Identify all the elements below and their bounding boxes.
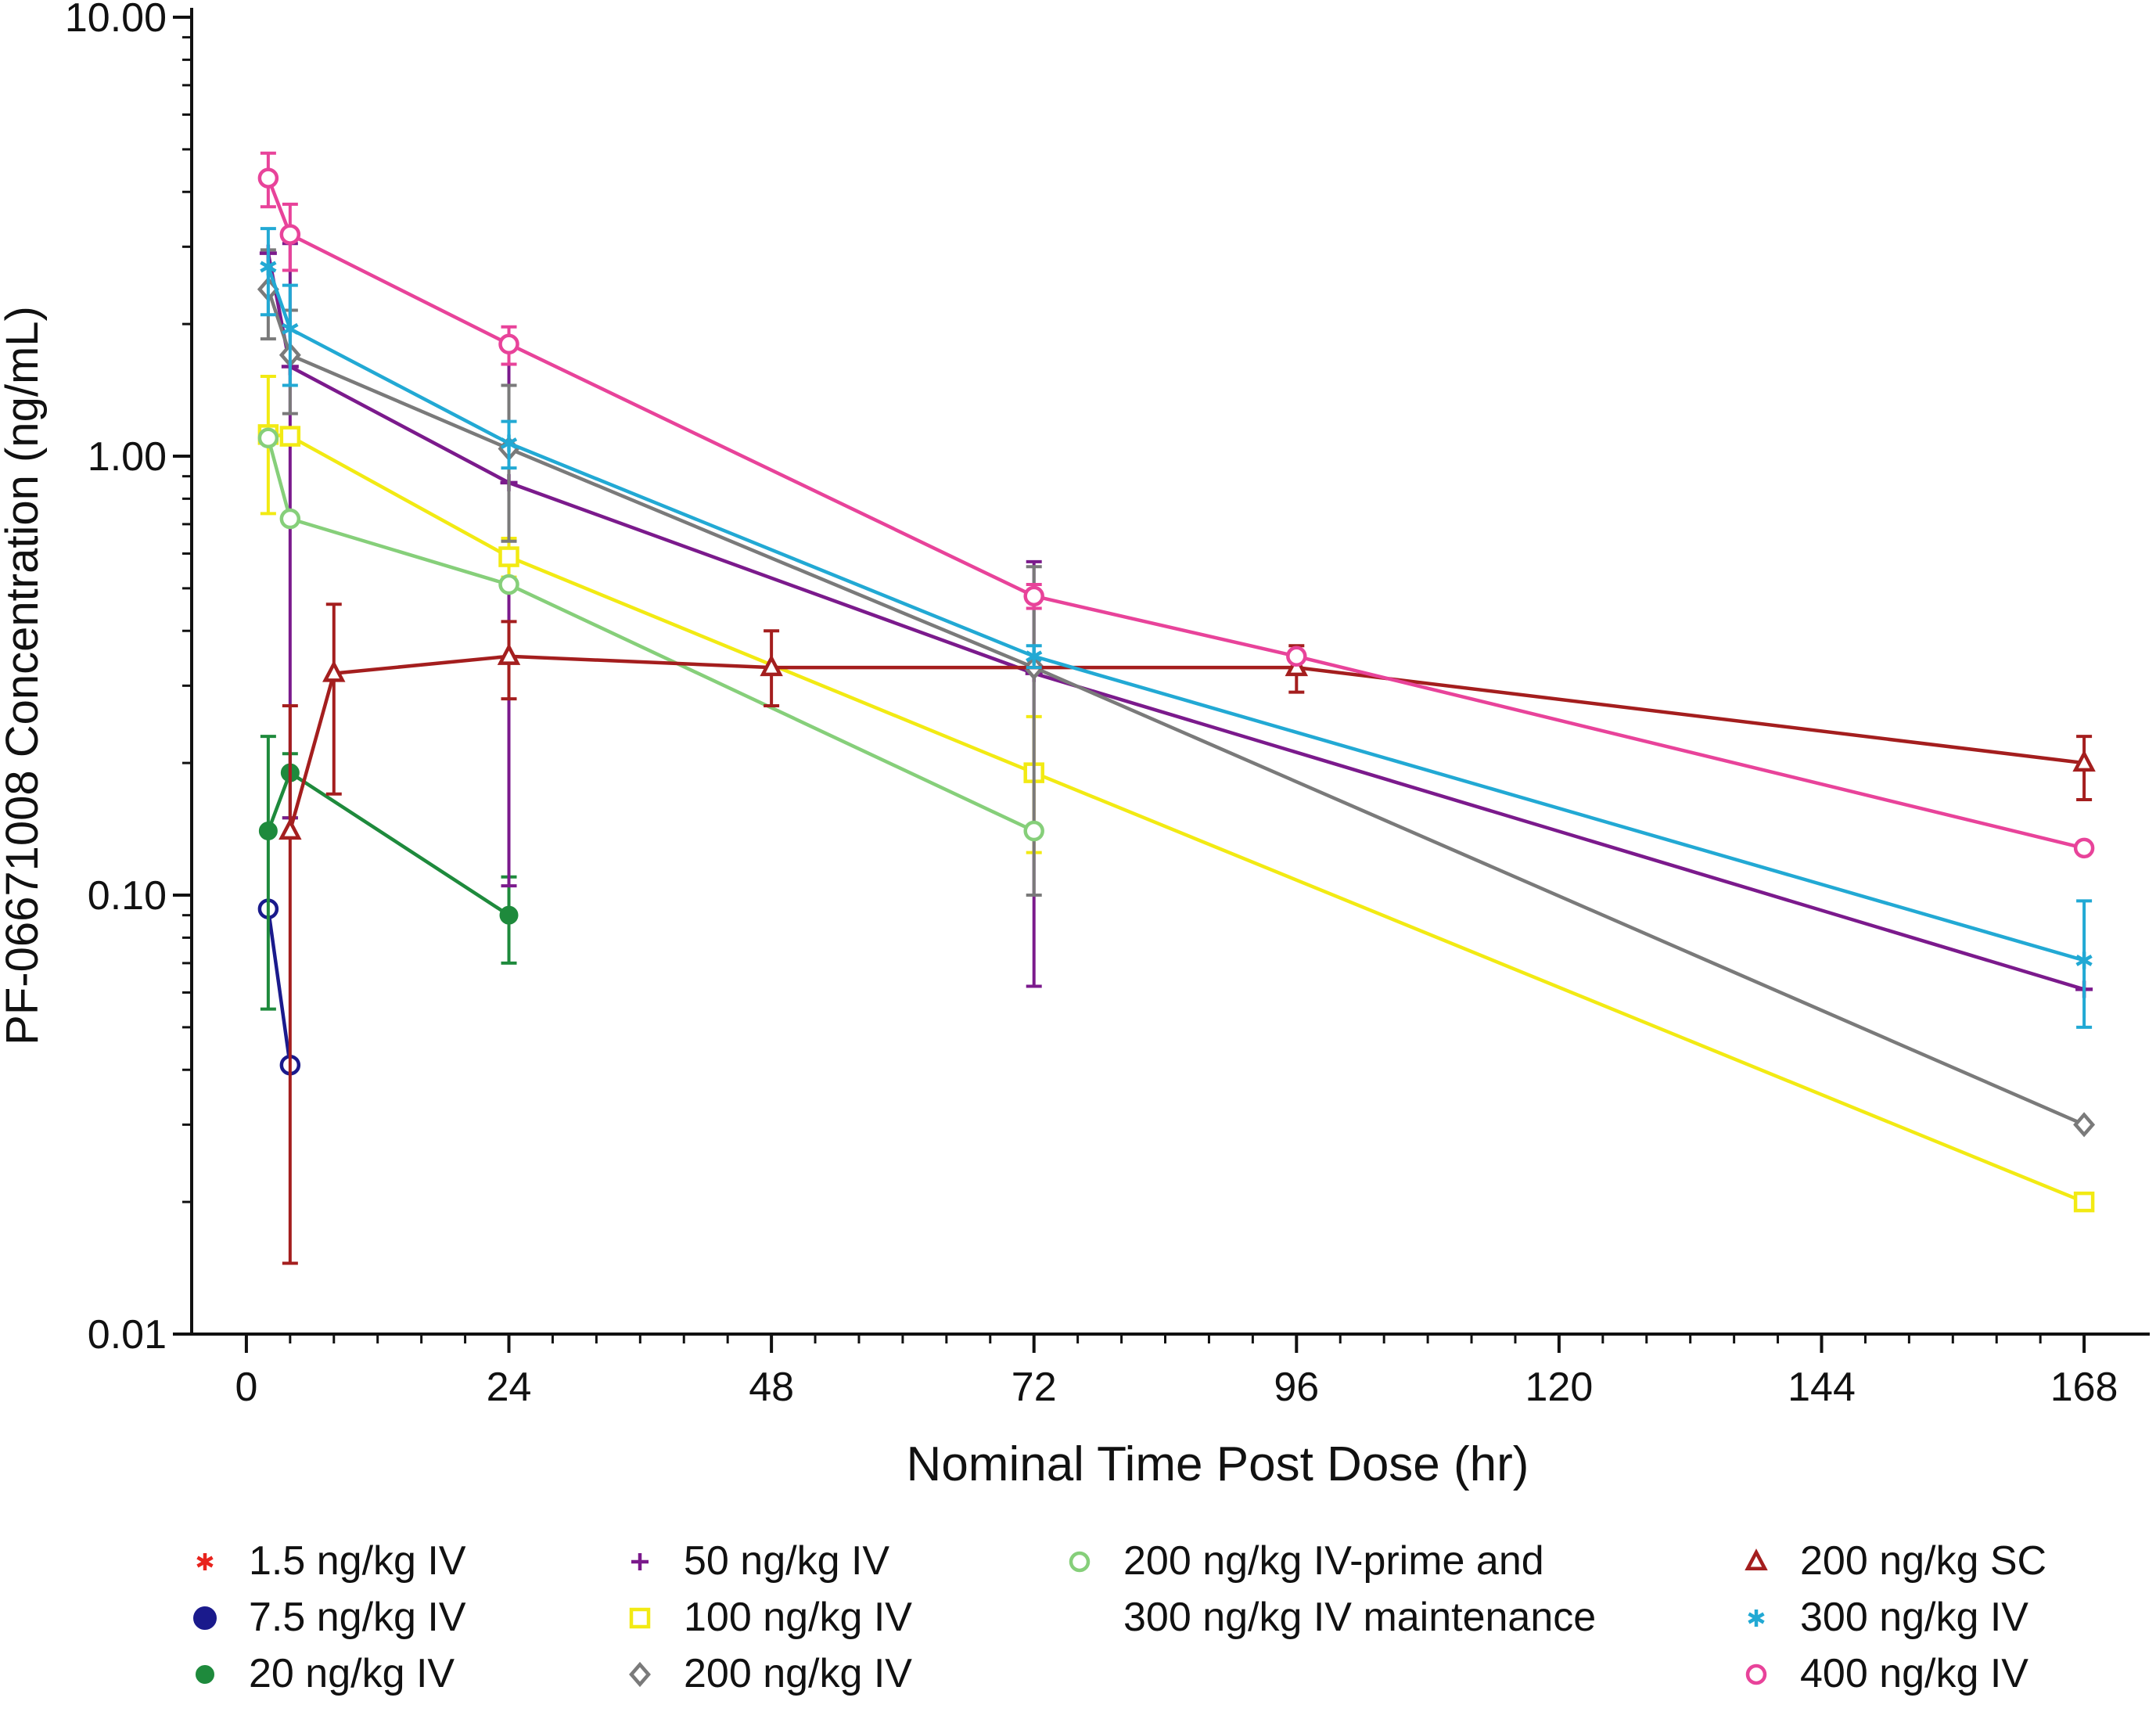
data-point	[498, 574, 519, 595]
data-point	[1023, 585, 1044, 607]
data-point	[499, 905, 519, 925]
legend-label: 7.5 ng/kg IV	[249, 1595, 466, 1640]
data-point	[257, 427, 279, 449]
data-series	[257, 151, 2096, 1265]
y-tick-label: 1.00	[88, 434, 167, 480]
marker-stroke	[196, 1556, 214, 1568]
data-point	[2073, 837, 2095, 859]
data-point	[1286, 646, 1307, 667]
axes: 0 24 48 72 96 120 144 168 0.01 0.10 1.00 10.00	[65, 0, 2150, 1410]
data-point	[278, 818, 302, 840]
series-line	[266, 908, 293, 1066]
data-point	[1026, 647, 1043, 665]
axis-labels: Nominal Time Post Dose (hr) PF-06671008 …	[0, 306, 1529, 1491]
legend: 1.5 ng/kg IV 7.5 ng/kg IV 20 ng/kg IV 50 ng…	[193, 1538, 2046, 1696]
series-8	[260, 227, 2093, 1029]
legend-label: 300 ng/kg IV maintenance	[1123, 1595, 1596, 1640]
x-axis-title: Nominal Time Post Dose (hr)	[907, 1437, 1529, 1491]
legend-item-3: 50 ng/kg IV	[631, 1538, 889, 1584]
series-line	[288, 654, 2085, 832]
legend-label: 1.5 ng/kg IV	[249, 1538, 466, 1584]
legend-marker	[629, 1607, 651, 1629]
data-point	[260, 258, 277, 276]
marker-stroke	[500, 437, 518, 449]
legend-marker	[193, 1606, 217, 1630]
x-tick-label: 144	[1788, 1365, 1856, 1410]
legend-item-0: 1.5 ng/kg IV	[196, 1538, 466, 1584]
x-tick-label: 72	[1012, 1365, 1057, 1410]
marker-stroke	[1026, 650, 1043, 663]
data-point	[2073, 1112, 2096, 1138]
data-point	[282, 320, 299, 338]
data-point	[2073, 1191, 2095, 1213]
legend-marker	[1745, 1548, 1768, 1571]
legend-label: 200 ng/kg SC	[1800, 1538, 2046, 1584]
data-point	[498, 546, 519, 567]
legend-item-8: 300 ng/kg IV	[1748, 1595, 2028, 1640]
data-point	[497, 642, 521, 665]
legend-label: 100 ng/kg IV	[684, 1595, 912, 1640]
y-tick-label: 0.01	[88, 1312, 167, 1358]
data-point	[2072, 750, 2096, 772]
series-line	[266, 437, 1035, 833]
legend-label: 200 ng/kg IV-prime and	[1123, 1538, 1544, 1584]
series-7	[278, 602, 2096, 1265]
x-tick-label: 168	[2050, 1365, 2118, 1410]
x-tick-label: 120	[1525, 1365, 1594, 1410]
x-tick-label: 24	[487, 1365, 532, 1410]
series-9	[257, 151, 2095, 859]
y-tick-label: 10.00	[65, 0, 167, 41]
legend-marker	[196, 1665, 214, 1684]
legend-marker	[1069, 1551, 1091, 1573]
legend-item-1: 7.5 ng/kg IV	[193, 1595, 466, 1640]
legend-marker	[631, 1553, 649, 1570]
data-point	[279, 426, 301, 447]
marker-stroke	[260, 261, 277, 273]
data-point	[760, 654, 783, 677]
legend-label: 200 ng/kg IV	[684, 1651, 912, 1696]
legend-label: 20 ng/kg IV	[249, 1651, 455, 1696]
data-point	[2075, 951, 2093, 969]
legend-label: 50 ng/kg IV	[684, 1538, 889, 1584]
x-tick-label: 48	[749, 1365, 794, 1410]
data-point	[498, 333, 519, 355]
legend-item-4: 100 ng/kg IV	[629, 1595, 912, 1640]
data-point	[500, 434, 518, 452]
data-point	[257, 167, 279, 189]
legend-item-7: 200 ng/kg SC	[1745, 1538, 2046, 1584]
x-tick-label: 0	[235, 1365, 257, 1410]
x-tick-label: 96	[1274, 1365, 1319, 1410]
legend-item-5: 200 ng/kg IV	[629, 1651, 912, 1696]
series-6	[257, 427, 1044, 842]
marker-stroke	[282, 322, 299, 335]
data-point	[258, 822, 278, 841]
data-point	[1023, 820, 1044, 842]
legend-marker	[629, 1661, 651, 1688]
legend-item-9: 400 ng/kg IV	[1745, 1651, 2028, 1696]
marker-stroke	[1748, 1612, 1765, 1624]
y-axis-title: PF-06671008 Concentration (ng/mL)	[0, 306, 48, 1045]
marker-stroke	[2075, 954, 2093, 966]
legend-item-6: 200 ng/kg IV-prime and 300 ng/kg IV maint…	[1069, 1538, 1596, 1640]
data-point	[322, 660, 346, 682]
legend-marker	[1748, 1609, 1765, 1627]
legend-label: 400 ng/kg IV	[1800, 1651, 2028, 1696]
y-tick-label: 0.10	[88, 873, 167, 919]
legend-marker	[196, 1553, 214, 1570]
data-point	[279, 224, 301, 245]
legend-marker	[1745, 1663, 1767, 1685]
legend-item-2: 20 ng/kg IV	[196, 1651, 455, 1696]
data-point	[279, 508, 301, 530]
legend-label: 300 ng/kg IV	[1800, 1595, 2028, 1640]
